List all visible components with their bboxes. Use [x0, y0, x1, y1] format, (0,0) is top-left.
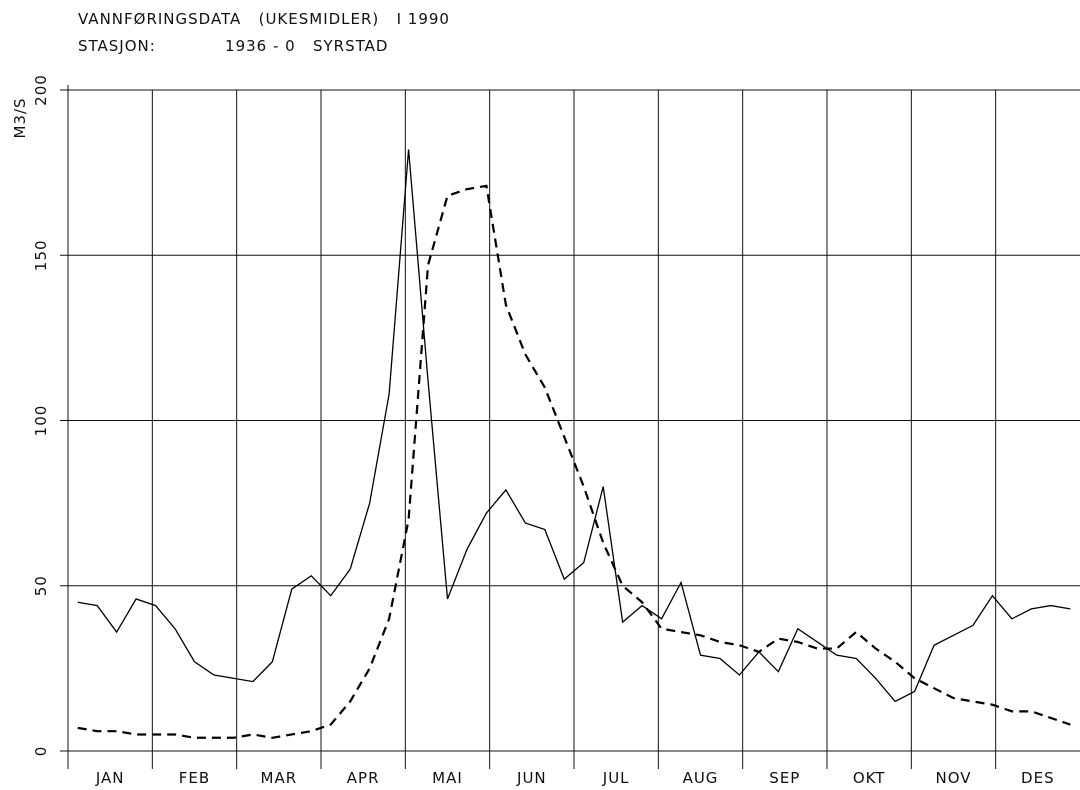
y-tick-label: 0 [32, 746, 50, 757]
x-tick-label: NOV [935, 769, 971, 787]
data-line [77, 149, 1071, 703]
x-tick-label: APR [347, 769, 380, 787]
x-tick-label: MAI [432, 769, 463, 787]
x-tick-label: JAN [95, 769, 125, 787]
x-tick-label: FEB [179, 769, 210, 787]
x-tick-label: SEP [769, 769, 800, 787]
chart-subtitle: STASJON: 1936 - 0 SYRSTAD [78, 37, 388, 55]
y-tick-label: 100 [32, 405, 50, 437]
x-tick-label: JUL [602, 769, 630, 787]
chart-title: VANNFØRINGSDATA (UKESMIDLER) I 1990 [78, 10, 450, 28]
x-tick-label: JUN [516, 769, 547, 787]
y-tick-label: 150 [32, 239, 50, 271]
y-tick-label: 200 [32, 74, 50, 106]
x-tick-label: DES [1021, 769, 1055, 787]
y-axis-label: M3/S [11, 97, 29, 138]
x-tick-label: AUG [683, 769, 719, 787]
data-line [77, 184, 1071, 739]
x-tick-label: OKT [853, 769, 886, 787]
x-tick-label: MAR [261, 769, 298, 787]
y-tick-label: 50 [32, 575, 50, 596]
